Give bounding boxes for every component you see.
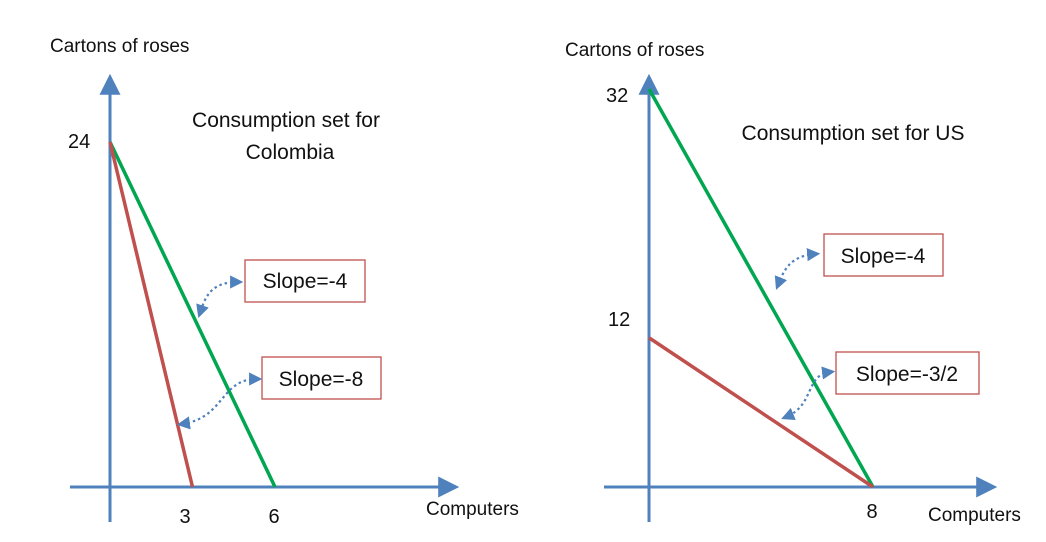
us-arrow-green xyxy=(774,248,821,290)
us-green-line xyxy=(647,88,875,488)
us-slope-label-red: Slope=-3/2 xyxy=(856,363,958,386)
colombia-title-line-1: Consumption set for xyxy=(192,109,380,132)
colombia-slope-label-green: Slope=-4 xyxy=(263,270,348,293)
us-y-axis-label: Cartons of roses xyxy=(565,40,704,61)
us-chart: Cartons of roses Computers 32 12 8 Consu… xyxy=(565,40,1021,526)
us-y-tick-12: 12 xyxy=(608,309,630,331)
us-slope-callout-green: Slope=-4 xyxy=(823,233,944,277)
colombia-slope-callout-red: Slope=-8 xyxy=(261,356,382,400)
colombia-x-axis-label: Computers xyxy=(426,499,519,520)
us-x-tick-8: 8 xyxy=(866,501,877,523)
colombia-chart: Cartons of roses Computers 24 3 6 Consum… xyxy=(50,36,519,528)
colombia-green-line xyxy=(108,141,277,488)
colombia-red-line xyxy=(108,141,195,488)
us-title: Consumption set for US xyxy=(742,122,965,145)
colombia-arrow-red xyxy=(176,372,263,430)
colombia-arrow-green xyxy=(196,275,244,319)
colombia-x-tick-6: 6 xyxy=(268,506,279,528)
colombia-slope-callout-green: Slope=-4 xyxy=(244,259,366,303)
us-slope-label-green: Slope=-4 xyxy=(841,245,926,268)
colombia-title-line-2: Colombia xyxy=(246,141,335,164)
us-x-axis-label: Computers xyxy=(928,505,1021,526)
colombia-x-tick-3: 3 xyxy=(179,506,190,528)
colombia-y-tick-24: 24 xyxy=(68,131,90,153)
us-y-tick-32: 32 xyxy=(606,85,628,107)
us-arrow-red xyxy=(781,366,836,421)
colombia-y-axis-label: Cartons of roses xyxy=(50,36,189,57)
colombia-slope-label-red: Slope=-8 xyxy=(279,368,364,391)
us-slope-callout-red: Slope=-3/2 xyxy=(835,351,980,395)
us-red-line xyxy=(648,336,874,489)
